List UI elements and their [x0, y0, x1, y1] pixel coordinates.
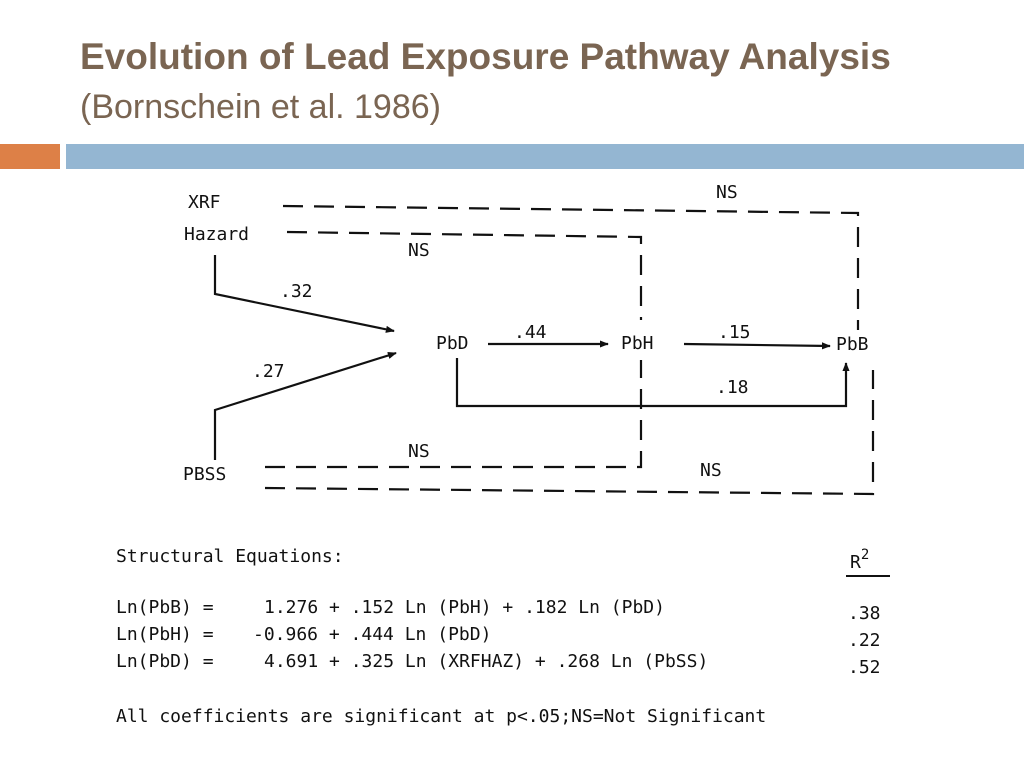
- coef-pbd-to-pbh: .44: [514, 322, 547, 343]
- equation-row-r2: .38: [848, 603, 881, 624]
- r-squared-header: R2: [850, 547, 869, 573]
- coef-xrf-to-pbd: .32: [280, 281, 313, 302]
- equation-row-rhs: -0.966 + .444 Ln (PbD): [253, 624, 491, 645]
- coef-pbh-to-pbb: .15: [718, 322, 751, 343]
- equation-row-rhs: 1.276 + .152 Ln (PbH) + .182 Ln (PbD): [264, 597, 665, 618]
- ns-path-xrf-to-pbh: [286, 230, 643, 320]
- ns-path-pbss-to-pbh: [265, 360, 643, 469]
- ns-label-pbss-to-pbh: NS: [408, 441, 430, 462]
- node-pbss-label: PBSS: [183, 464, 226, 485]
- coef-pbd-to-pbb: .18: [716, 377, 749, 398]
- node-pbb-label: PbB: [836, 334, 869, 355]
- node-pbh-label: PbH: [621, 333, 654, 354]
- header-divider-bar: [66, 144, 1024, 169]
- node-hazard-label: Hazard: [184, 224, 249, 245]
- path-arrow-xrf-to-pbd: [213, 255, 395, 333]
- r-squared-exponent: 2: [861, 547, 869, 563]
- significant-paths: [213, 255, 850, 460]
- equation-row-rhs: 4.691 + .325 Ln (XRFHAZ) + .268 Ln (PbSS…: [264, 651, 708, 672]
- ns-path-pbss-to-pbb: [264, 370, 875, 496]
- node-pbd-label: PbD: [436, 333, 469, 354]
- accent-bar: [0, 144, 60, 169]
- ns-paths: [264, 204, 875, 496]
- equation-row-r2: .22: [848, 630, 881, 651]
- equation-row-r2: .52: [848, 657, 881, 678]
- path-arrow-pbd-to-pbb: [455, 358, 850, 408]
- slide-title: Evolution of Lead Exposure Pathway Analy…: [80, 36, 891, 77]
- equation-row-lhs: Ln(PbD) =: [116, 651, 214, 672]
- ns-label-pbss-to-pbb: NS: [700, 460, 722, 481]
- ns-path-xrf-to-pbb: [282, 204, 860, 330]
- equations-heading: Structural Equations:: [116, 546, 344, 567]
- equation-row-lhs: Ln(PbB) =: [116, 597, 214, 618]
- slide-subtitle: (Bornschein et al. 1986): [80, 88, 441, 126]
- equation-row-lhs: Ln(PbH) =: [116, 624, 214, 645]
- coef-pbss-to-pbd: .27: [252, 361, 285, 382]
- r-squared-letter: R: [850, 552, 861, 573]
- path-arrow-pbss-to-pbd: [213, 351, 397, 460]
- structural-equations: Structural Equations: R2 Ln(PbB) = 1.276…: [116, 546, 890, 727]
- ns-label-xrf-to-pbb: NS: [716, 182, 738, 203]
- path-arrow-pbh-to-pbb: [683, 342, 831, 350]
- node-xrf-label: XRF: [188, 192, 221, 213]
- ns-label-xrf-to-pbh: NS: [408, 240, 430, 261]
- significance-footnote: All coefficients are significant at p<.0…: [116, 706, 766, 727]
